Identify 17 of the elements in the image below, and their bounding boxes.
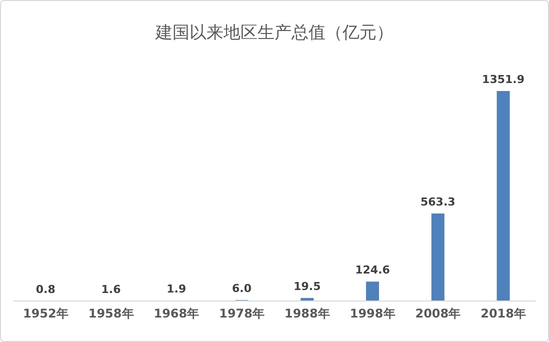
data-label: 1.9 bbox=[166, 282, 186, 296]
data-label: 563.3 bbox=[420, 196, 456, 208]
x-tick-label: 1968年 bbox=[154, 306, 200, 321]
data-label: 124.6 bbox=[355, 264, 390, 277]
x-tick-label: 1952年 bbox=[22, 306, 68, 321]
chart-title: 建国以来地区生产总值（亿元） bbox=[154, 22, 394, 44]
data-label: 6.0 bbox=[232, 282, 252, 296]
x-tick-label: 1988年 bbox=[284, 306, 330, 321]
x-tick-label: 2008年 bbox=[415, 306, 461, 321]
x-tick-label: 1998年 bbox=[350, 306, 396, 321]
data-label: 1.6 bbox=[101, 282, 122, 296]
data-label: 0.8 bbox=[36, 282, 56, 296]
x-tick-label: 2018年 bbox=[480, 306, 526, 321]
x-tick-label: 1978年 bbox=[219, 306, 265, 321]
data-label: 1351.9 bbox=[482, 73, 524, 86]
data-label: 19.5 bbox=[294, 280, 321, 293]
x-tick-label: 1958年 bbox=[88, 306, 134, 321]
